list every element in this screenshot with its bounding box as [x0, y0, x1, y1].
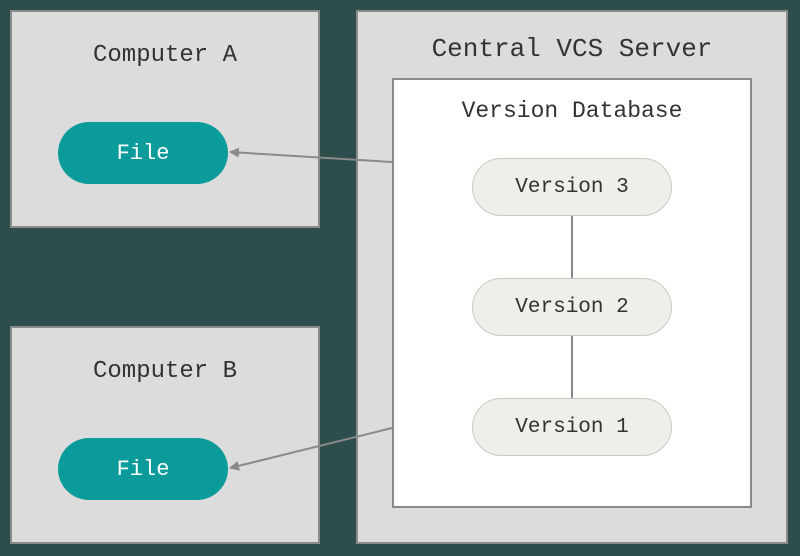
- server-title: Central VCS Server: [358, 34, 786, 64]
- computer-a-title: Computer A: [12, 42, 318, 69]
- version-2-label: Version 2: [515, 296, 628, 319]
- computer-a-box: Computer A: [10, 10, 320, 228]
- computer-b-title: Computer B: [12, 358, 318, 385]
- file-b-pill: File: [58, 438, 228, 500]
- version-3-pill: Version 3: [472, 158, 672, 216]
- file-a-pill: File: [58, 122, 228, 184]
- database-title: Version Database: [394, 98, 750, 124]
- computer-b-box: Computer B: [10, 326, 320, 544]
- file-a-label: File: [117, 141, 170, 166]
- version-1-pill: Version 1: [472, 398, 672, 456]
- version-1-label: Version 1: [515, 416, 628, 439]
- version-2-pill: Version 2: [472, 278, 672, 336]
- version-3-label: Version 3: [515, 176, 628, 199]
- file-b-label: File: [117, 457, 170, 482]
